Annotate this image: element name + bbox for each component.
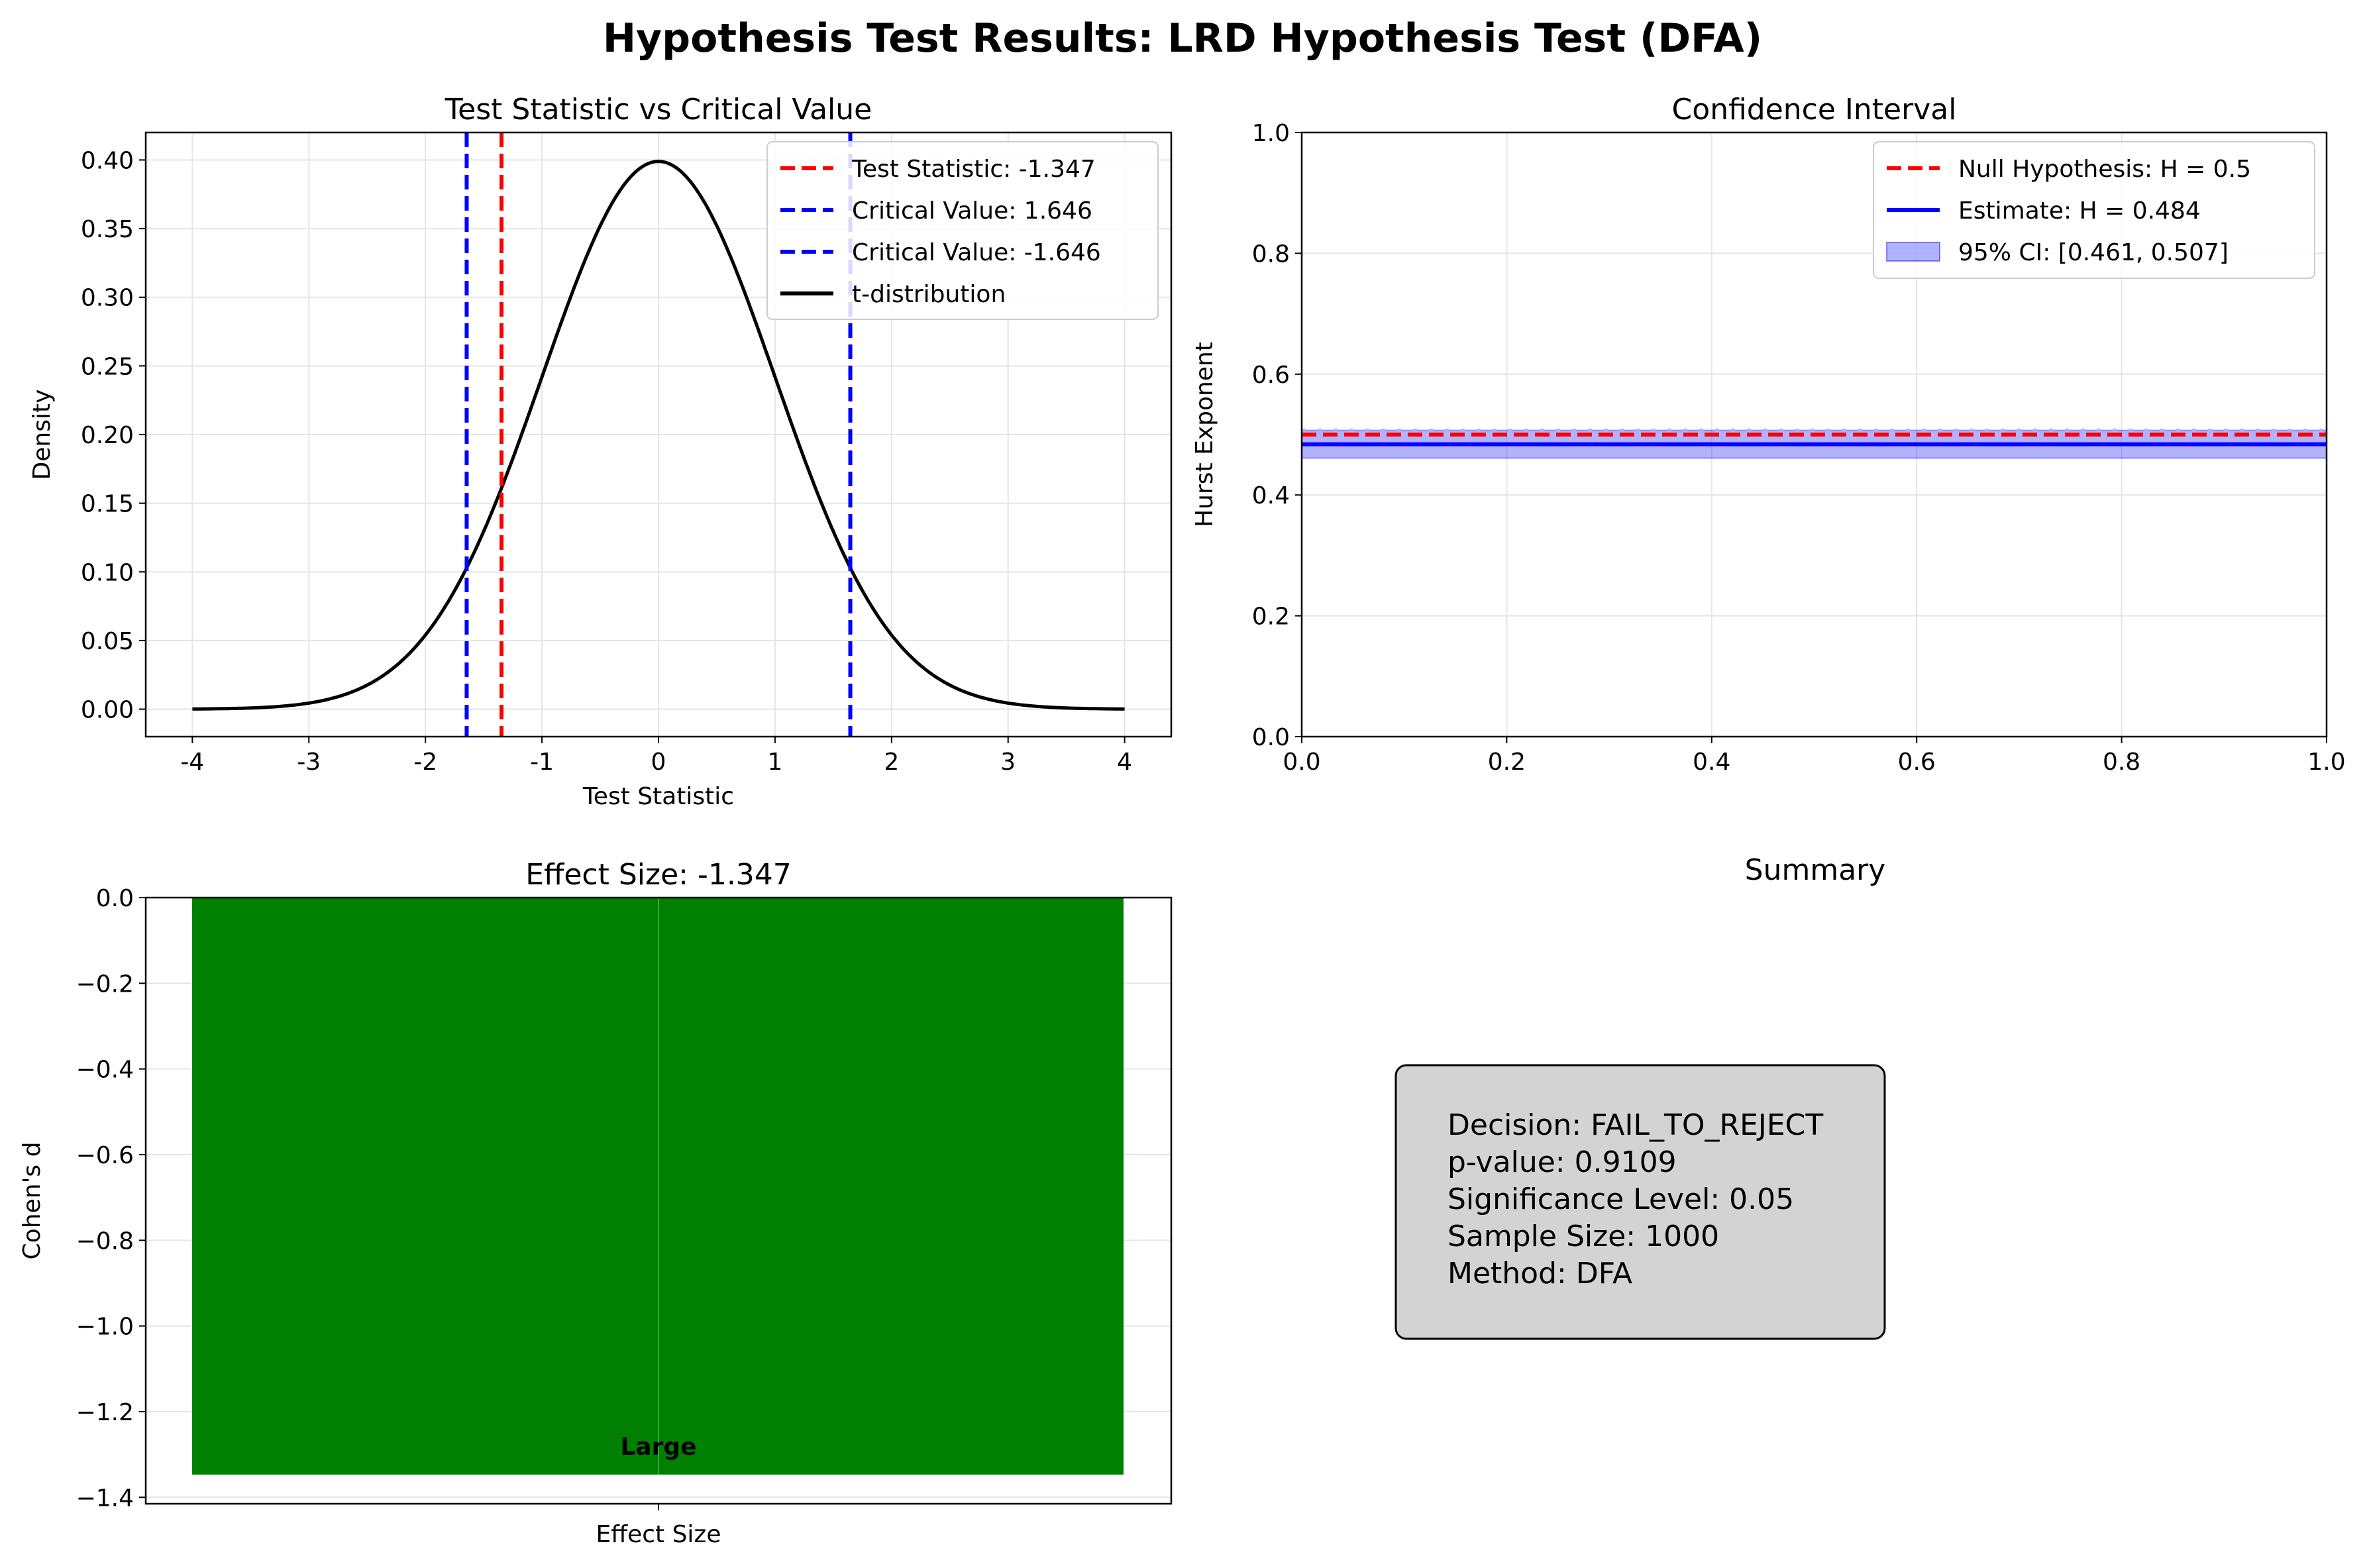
ci-xtick-label-1: 0.2 — [1488, 749, 1526, 776]
ci-xtick-label-0: 0.0 — [1283, 749, 1320, 776]
density-axes-frame — [144, 131, 1173, 738]
density-xtick-label-6: 2 — [884, 749, 899, 776]
ci-legend-label-1: Estimate: H = 0.484 — [1958, 197, 2201, 225]
density-legend-frame — [766, 141, 1159, 320]
effect-ytick-label-6: −1.2 — [76, 1399, 134, 1426]
summary-line-method: Method: DFA — [1447, 1257, 1632, 1290]
density-title: Test Statistic vs Critical Value — [445, 93, 872, 127]
effect-ytick-label-5: −1.0 — [76, 1314, 134, 1341]
summary-line-significance: Significance Level: 0.05 — [1447, 1182, 1794, 1216]
ci-ytick-label-4: 0.8 — [1252, 240, 1290, 268]
density-ytick-label-7: 0.35 — [81, 216, 134, 243]
summary-title: Summary — [1745, 853, 1886, 887]
effect-bar-label: Large — [620, 1434, 696, 1461]
effect-xtick-label-0: Effect Size — [596, 1521, 721, 1548]
ci-xtick-label-3: 0.6 — [1898, 749, 1936, 776]
ci-ytick-label-0: 0.0 — [1252, 724, 1290, 751]
effect-ytick-label-0: 0.0 — [96, 885, 134, 912]
ci-ylabel: Hurst Exponent — [1191, 342, 1218, 527]
effect-ytick-label-7: −1.4 — [76, 1485, 134, 1512]
density-xtick-label-0: -4 — [180, 749, 204, 776]
density-xlabel: Test Statistic — [582, 783, 734, 810]
ci-axes-frame — [1300, 131, 2328, 738]
ci-ytick-label-2: 0.4 — [1252, 482, 1290, 509]
density-ytick-label-6: 0.30 — [81, 285, 134, 312]
summary-box — [1394, 1064, 1886, 1340]
density-ytick-label-2: 0.10 — [81, 559, 134, 586]
summary-panel: Summary Decision: FAIL_TO_REJECT p-value… — [1394, 853, 1886, 1340]
effect-ytick-label-2: −0.4 — [76, 1057, 134, 1084]
ci-ytick-label-1: 0.2 — [1252, 603, 1290, 631]
density-xtick-label-4: 0 — [651, 749, 666, 776]
density-legend-label-3: t-distribution — [852, 281, 1006, 308]
ci-ytick-label-3: 0.6 — [1252, 362, 1290, 389]
density-xtick-label-5: 1 — [767, 749, 782, 776]
density-legend-label-0: Test Statistic: -1.347 — [851, 156, 1096, 183]
density-series-t-distribution — [192, 160, 1125, 711]
effect-ylabel: Cohen's d — [19, 1142, 46, 1260]
density-xtick-label-8: 4 — [1117, 749, 1132, 776]
effect-axes-frame — [144, 896, 1173, 1505]
density-ytick-label-0: 0.00 — [81, 697, 134, 724]
ci-legend-label-0: Null Hypothesis: H = 0.5 — [1958, 156, 2251, 183]
density-ytick-label-5: 0.25 — [81, 353, 134, 380]
effect-ytick-label-1: −0.2 — [76, 970, 134, 998]
density-ytick-label-4: 0.20 — [81, 422, 134, 449]
density-xtick-label-2: -2 — [413, 749, 437, 776]
ci-legend-frame — [1873, 141, 2315, 279]
ci-xtick-label-2: 0.4 — [1693, 749, 1730, 776]
ci-xtick-label-4: 0.8 — [2103, 749, 2140, 776]
density-ylabel: Density — [28, 390, 56, 480]
density-panel: 0.00 0.05 0.10 0.15 0.20 0.25 0.30 0.35 0.40 -4 -3… — [28, 93, 1173, 810]
effect-size-panel: 0.0 −0.2 −0.4 −0.6 −0.8 −1.0 −1.2 −1.4 Effect Si… — [19, 858, 1173, 1548]
density-legend-label-1: Critical Value: 1.646 — [852, 197, 1092, 225]
density-ytick-label-1: 0.05 — [81, 628, 134, 655]
confidence-interval-panel: 0.0 0.2 0.4 0.6 0.8 1.0 0.0 0.2 0.4 0.6 0.8 1.0 Conf… — [1191, 93, 2346, 776]
density-ytick-label-3: 0.15 — [81, 491, 134, 518]
ci-legend-swatch-2 — [1886, 242, 1940, 262]
summary-line-decision: Decision: FAIL_TO_REJECT — [1447, 1108, 1823, 1142]
effect-ytick-label-4: −0.8 — [76, 1228, 134, 1255]
effect-bar-0 — [192, 898, 1124, 1475]
ci-legend-label-2: 95% CI: [0.461, 0.507] — [1958, 239, 2229, 266]
density-xtick-label-7: 3 — [1000, 749, 1016, 776]
summary-line-p-value: p-value: 0.9109 — [1447, 1145, 1677, 1179]
effect-ytick-label-3: −0.6 — [76, 1142, 134, 1169]
summary-line-sample-size: Sample Size: 1000 — [1447, 1220, 1719, 1253]
ci-ytick-label-5: 1.0 — [1252, 120, 1290, 147]
density-ytick-label-8: 0.40 — [81, 147, 134, 174]
density-xtick-label-1: -3 — [297, 749, 321, 776]
ci-xtick-label-5: 1.0 — [2307, 749, 2345, 776]
density-xtick-label-3: -1 — [530, 749, 554, 776]
density-legend-label-2: Critical Value: -1.646 — [852, 239, 1101, 266]
effect-title: Effect Size: -1.347 — [525, 858, 792, 892]
figure-title: Hypothesis Test Results: LRD Hypothesis … — [603, 15, 1762, 62]
ci-title: Confidence Interval — [1672, 93, 1957, 127]
